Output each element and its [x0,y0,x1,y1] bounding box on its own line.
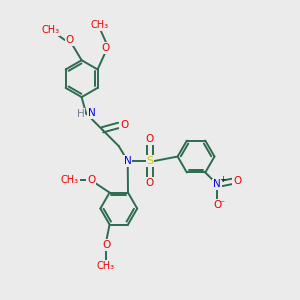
Text: O: O [146,178,154,188]
Text: O: O [213,200,221,210]
Text: O: O [120,120,128,130]
Text: +: + [219,175,226,184]
Text: O: O [102,43,110,53]
Text: O: O [102,240,110,250]
Text: O: O [87,175,95,185]
Text: O: O [233,176,241,186]
Text: N: N [213,179,221,189]
Text: N: N [124,156,132,166]
Text: N: N [88,108,95,118]
Text: O: O [146,134,154,144]
Text: H: H [77,109,85,119]
Text: CH₃: CH₃ [41,25,59,35]
Text: CH₃: CH₃ [61,175,79,185]
Text: ⁻: ⁻ [220,200,225,210]
Text: CH₃: CH₃ [90,20,108,30]
Text: S: S [146,156,154,166]
Text: CH₃: CH₃ [97,261,115,271]
Text: O: O [66,35,74,45]
